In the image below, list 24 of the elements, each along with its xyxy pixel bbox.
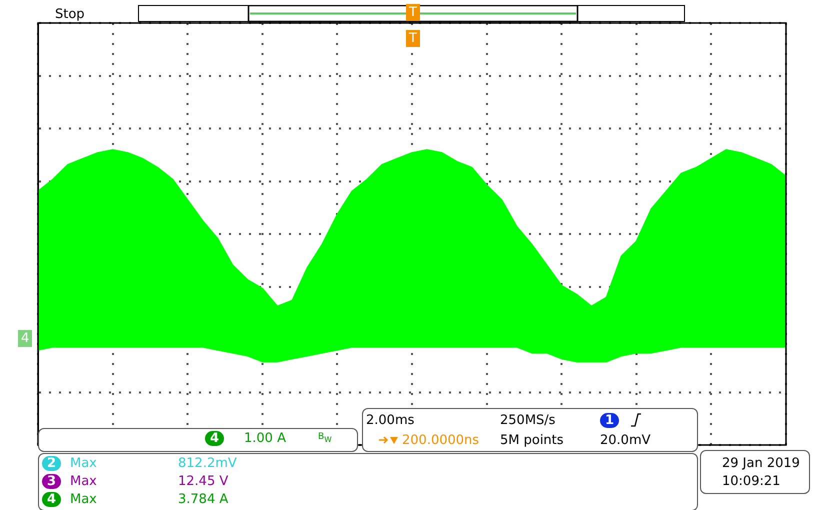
annotation: 250MS/s	[500, 413, 556, 428]
annotation: 4	[205, 431, 224, 446]
text: T	[406, 4, 420, 21]
text: Max	[70, 456, 97, 471]
text: Stop	[55, 7, 85, 22]
text: T	[406, 30, 420, 47]
text: 4	[42, 492, 62, 507]
text: 812.2mV	[178, 456, 237, 471]
text: Max	[70, 474, 97, 489]
text: 4	[18, 330, 32, 347]
annotation: 1	[600, 413, 620, 428]
annotation: 5M points	[500, 433, 564, 448]
annotation: 1.00 A	[244, 431, 286, 446]
annotation: 200.0000ns	[402, 433, 480, 448]
text: 2	[42, 456, 62, 471]
annotation: B$_{W}$	[318, 431, 332, 446]
annotation: 2.00ms	[366, 413, 414, 428]
text: 12.45 V	[178, 474, 228, 489]
text: Max	[70, 492, 97, 507]
text: 10:09:21	[722, 474, 780, 489]
text: 3.784 A	[178, 492, 228, 507]
text: 3	[42, 474, 62, 489]
annotation: 20.0mV	[600, 433, 651, 448]
text: 29 Jan 2019	[722, 456, 800, 471]
